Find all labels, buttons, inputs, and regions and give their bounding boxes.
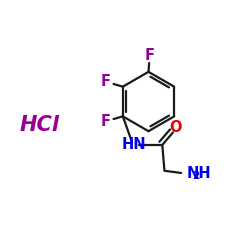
Text: 2: 2 (192, 171, 200, 181)
Text: NH: NH (186, 166, 211, 181)
Text: F: F (101, 74, 111, 89)
Text: F: F (101, 114, 111, 129)
Text: O: O (170, 120, 182, 135)
Text: HCl: HCl (20, 115, 60, 135)
Text: HN: HN (122, 137, 146, 152)
Text: F: F (145, 48, 155, 63)
